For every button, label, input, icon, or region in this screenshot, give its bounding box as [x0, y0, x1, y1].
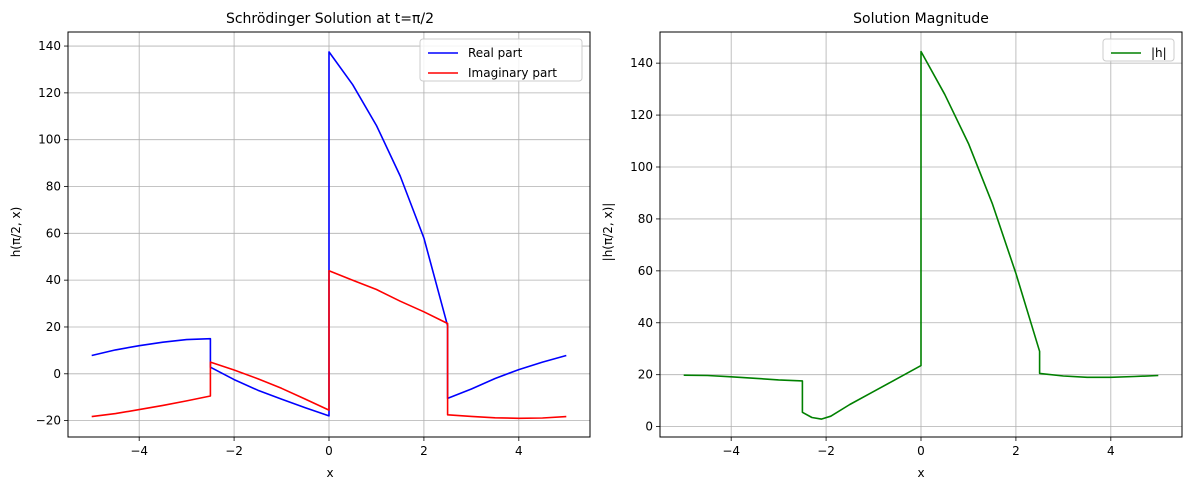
y-tick-label: 0 — [645, 420, 653, 434]
series-line-real-part — [91, 51, 567, 417]
legend: Real part Imaginary part — [419, 38, 583, 82]
x-tick-label: 4 — [515, 444, 523, 458]
y-tick-label: 60 — [638, 264, 653, 278]
x-tick-label: −4 — [722, 444, 740, 458]
y-tick-label: 80 — [46, 180, 61, 194]
x-tick-label: −4 — [130, 444, 148, 458]
y-tick-label: 20 — [638, 368, 653, 382]
chart-title: Schrödinger Solution at t=π/2 — [226, 11, 434, 27]
series-line-h — [683, 50, 1159, 420]
legend: |h| — [1102, 38, 1175, 62]
y-axis-ticks: 0 20 40 60 80 100 120 140 — [630, 56, 660, 434]
legend-box — [419, 38, 583, 82]
x-tick-label: 4 — [1107, 444, 1115, 458]
x-tick-label: 0 — [325, 444, 333, 458]
y-tick-label: 100 — [630, 160, 653, 174]
legend-label: Imaginary part — [468, 66, 557, 80]
y-tick-label: 40 — [638, 316, 653, 330]
y-tick-label: 120 — [38, 86, 61, 100]
y-tick-label: 100 — [38, 133, 61, 147]
plot-area — [91, 51, 567, 420]
y-tick-label: −20 — [36, 414, 61, 428]
y-axis-label: |h(π/2, x)| — [601, 203, 615, 262]
y-tick-label: 0 — [53, 367, 61, 381]
y-tick-label: 40 — [46, 273, 61, 287]
legend-label: |h| — [1151, 46, 1167, 60]
y-tick-label: 140 — [630, 56, 653, 70]
chart-real-imaginary: Schrödinger Solution at t=π/2 −4 −2 0 2 4 −2… — [9, 11, 591, 480]
x-tick-label: −2 — [817, 444, 835, 458]
x-tick-label: −2 — [225, 444, 243, 458]
x-tick-label: 2 — [420, 444, 428, 458]
chart-magnitude: Solution Magnitude −4 −2 0 2 4 0 20 40 60 80 100 1… — [601, 11, 1183, 480]
x-axis-label: x — [917, 466, 924, 480]
y-tick-label: 120 — [630, 108, 653, 122]
y-tick-label: 60 — [46, 226, 61, 240]
legend-box — [1102, 38, 1175, 62]
x-axis-ticks: −4 −2 0 2 4 — [130, 437, 523, 458]
y-axis-ticks: −20 0 20 40 60 80 100 120 140 — [36, 39, 68, 428]
y-tick-label: 80 — [638, 212, 653, 226]
chart-title: Solution Magnitude — [853, 11, 989, 27]
x-tick-label: 2 — [1012, 444, 1020, 458]
y-tick-label: 20 — [46, 320, 61, 334]
x-axis-ticks: −4 −2 0 2 4 — [722, 437, 1115, 458]
x-axis-label: x — [326, 466, 333, 480]
series-line-imaginary-part — [91, 269, 567, 420]
x-tick-label: 0 — [917, 444, 925, 458]
plot-area — [683, 50, 1159, 420]
y-tick-label: 140 — [38, 39, 61, 53]
legend-label: Real part — [468, 46, 523, 60]
y-axis-label: h(π/2, x) — [9, 207, 23, 258]
